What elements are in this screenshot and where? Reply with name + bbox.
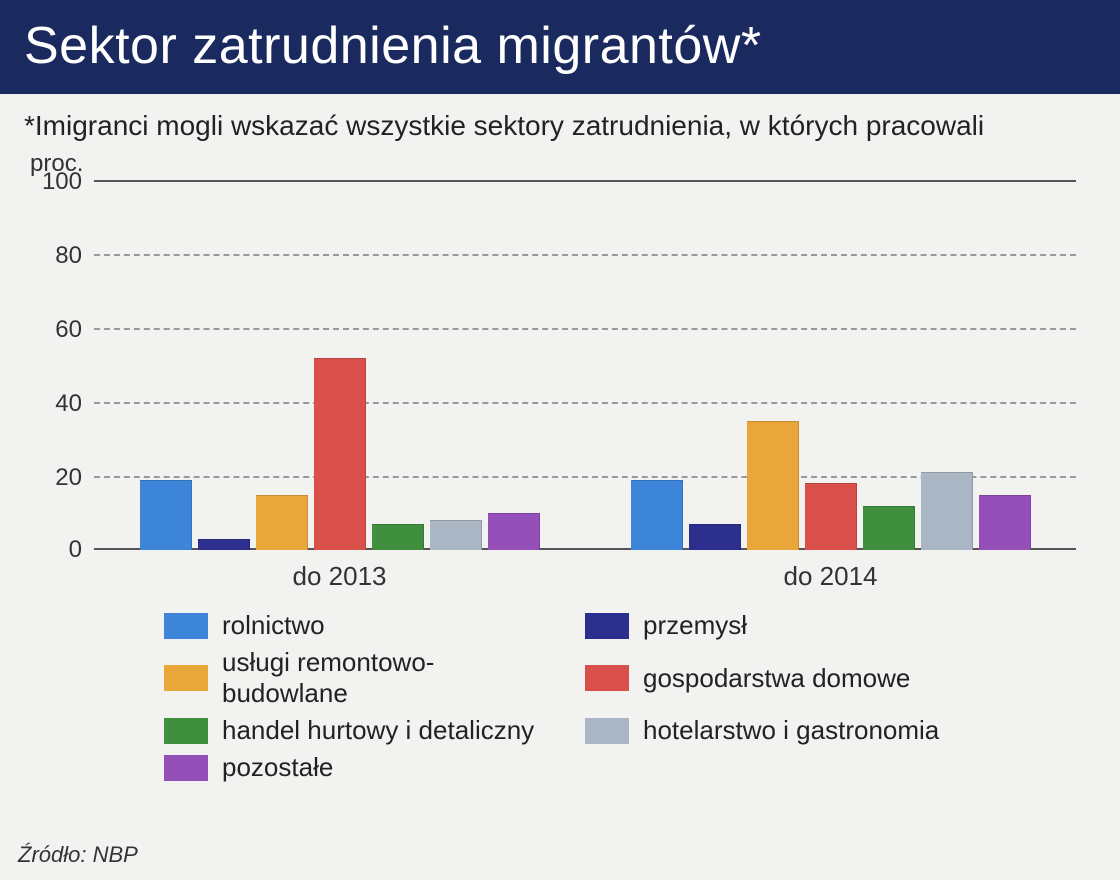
plot-region: 020406080100 [94, 180, 1076, 550]
bar-przemysl [198, 539, 250, 550]
header-bar: Sektor zatrudnienia migrantów* [0, 0, 1120, 94]
legend-label: gospodarstwa domowe [643, 663, 910, 694]
bar-group [585, 180, 1076, 550]
bar-hotelarstwo [430, 520, 482, 550]
bar-groups [94, 180, 1076, 550]
legend-label: rolnictwo [222, 610, 325, 641]
legend-item-rolnictwo: rolnictwo [164, 610, 555, 641]
legend: rolnictwo przemysł usługi remontowo-budowl… [24, 610, 1096, 783]
x-axis-labels: do 2013do 2014 [94, 561, 1076, 592]
bar-handel [372, 524, 424, 550]
y-tick-label: 20 [55, 464, 94, 492]
bar-rolnictwo [631, 480, 683, 550]
legend-label: usługi remontowo-budowlane [222, 647, 555, 709]
legend-item-uslugi: usługi remontowo-budowlane [164, 647, 555, 709]
y-tick-label: 40 [55, 390, 94, 418]
bar-gospodarstwa [805, 483, 857, 550]
legend-item-gospodarstwa: gospodarstwa domowe [585, 647, 976, 709]
bar-przemysl [689, 524, 741, 550]
legend-swatch [164, 665, 208, 691]
legend-label: handel hurtowy i detaliczny [222, 715, 534, 746]
subtitle-note: *Imigranci mogli wskazać wszystkie sekto… [0, 94, 1120, 150]
bar-gospodarstwa [314, 358, 366, 550]
legend-swatch [585, 718, 629, 744]
chart-area: proc. 020406080100 do 2013do 2014 [24, 150, 1096, 600]
bar-rolnictwo [140, 480, 192, 550]
y-tick-label: 80 [55, 242, 94, 270]
bar-pozostale [979, 495, 1031, 551]
bar-handel [863, 506, 915, 550]
y-tick-label: 60 [55, 316, 94, 344]
y-tick-label: 100 [42, 168, 94, 196]
legend-swatch [585, 665, 629, 691]
bar-hotelarstwo [921, 472, 973, 550]
legend-label: hotelarstwo i gastronomia [643, 715, 939, 746]
legend-item-hotelarstwo: hotelarstwo i gastronomia [585, 715, 976, 746]
legend-label: pozostałe [222, 752, 333, 783]
bar-uslugi [256, 495, 308, 551]
legend-label: przemysł [643, 610, 747, 641]
x-category-label: do 2014 [585, 561, 1076, 592]
x-category-label: do 2013 [94, 561, 585, 592]
bar-pozostale [488, 513, 540, 550]
legend-item-handel: handel hurtowy i detaliczny [164, 715, 555, 746]
legend-swatch [164, 613, 208, 639]
legend-swatch [164, 718, 208, 744]
legend-item-empty [585, 752, 976, 783]
legend-item-przemysl: przemysł [585, 610, 976, 641]
source-text: Źródło: NBP [18, 842, 138, 868]
y-tick-label: 0 [69, 536, 94, 564]
main-title: Sektor zatrudnienia migrantów* [24, 16, 1096, 76]
bar-uslugi [747, 421, 799, 551]
legend-item-pozostale: pozostałe [164, 752, 555, 783]
legend-swatch [164, 755, 208, 781]
infographic-container: Sektor zatrudnienia migrantów* *Imigranc… [0, 0, 1120, 880]
legend-swatch [585, 613, 629, 639]
bar-group [94, 180, 585, 550]
